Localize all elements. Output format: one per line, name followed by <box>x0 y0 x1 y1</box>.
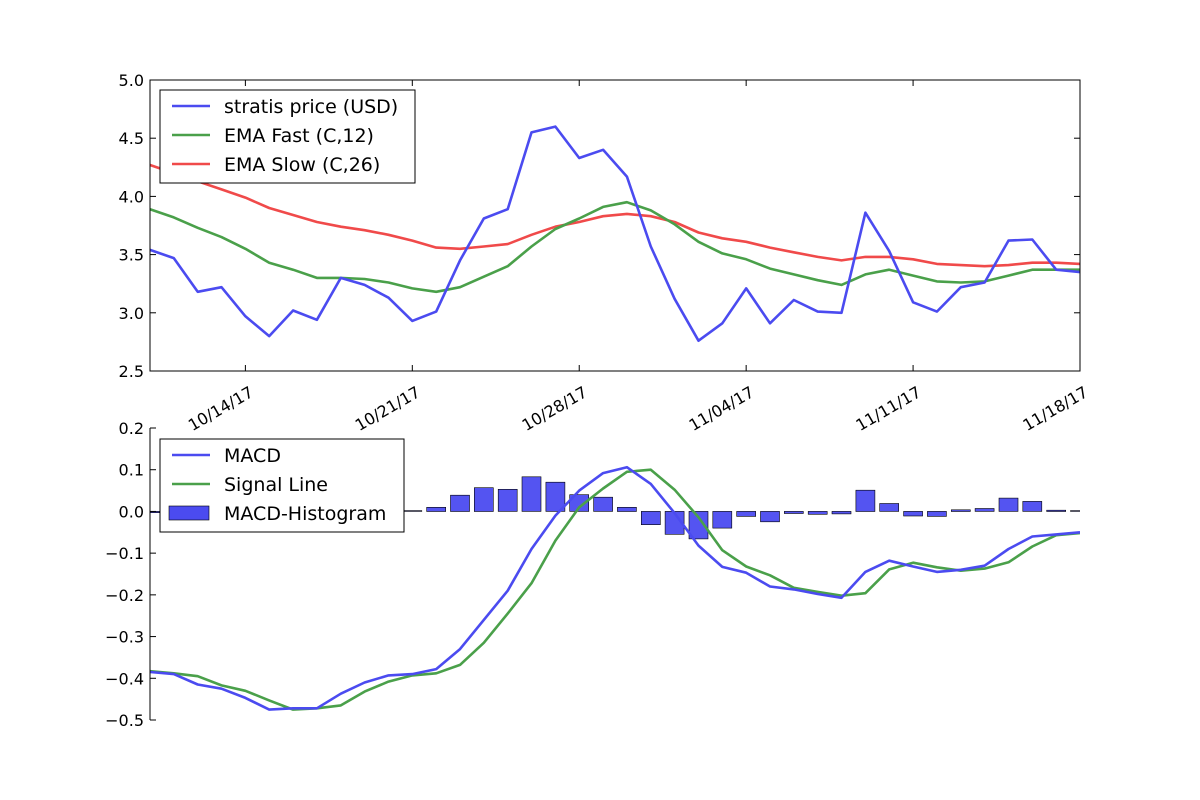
legend-label: EMA Fast (C,12) <box>224 125 374 147</box>
y-tick-label: −0.1 <box>105 544 144 563</box>
legend-label: Signal Line <box>224 474 328 496</box>
histogram-bar <box>426 506 447 512</box>
histogram-bar <box>712 511 733 529</box>
histogram-bar <box>998 497 1019 512</box>
histogram-bar <box>402 510 423 512</box>
macd-legend: MACD Signal Line MACD-Histogram <box>159 438 405 533</box>
histogram-bar <box>450 494 470 512</box>
legend-label: stratis price (USD) <box>224 96 398 118</box>
histogram-bar <box>974 508 995 512</box>
macd-y-axis: −0.5 −0.4 −0.3 −0.2 −0.1 0.0 0.1 0.2 <box>105 419 156 730</box>
y-tick-label: 5.0 <box>119 71 144 90</box>
y-tick-label: 0.1 <box>119 461 144 480</box>
histogram-bar <box>903 511 923 517</box>
price-axes-frame <box>149 79 1081 372</box>
y-tick-label: −0.3 <box>105 628 144 647</box>
histogram-bar <box>545 481 566 512</box>
histogram-bar <box>593 496 613 512</box>
histogram-bar <box>1022 501 1043 512</box>
histogram-bar <box>879 503 900 512</box>
price-ema-series <box>150 125 1080 343</box>
y-tick-label: −0.2 <box>105 586 144 605</box>
y-tick-label: 4.5 <box>119 129 144 148</box>
histogram-bar <box>831 511 852 515</box>
histogram-bar <box>569 494 590 512</box>
histogram-bar <box>497 488 518 512</box>
histogram-bar <box>807 511 828 515</box>
histogram-bar <box>927 511 947 517</box>
legend-label: MACD-Histogram <box>224 503 386 525</box>
y-tick-label: 0.0 <box>119 502 144 521</box>
y-tick-label: −0.4 <box>105 669 144 688</box>
histogram-bar <box>760 511 780 523</box>
histogram-bar <box>521 476 542 512</box>
histogram-bar <box>688 511 709 540</box>
histogram-bar <box>736 511 757 517</box>
series-line-ema-slow-c-26 <box>150 163 1080 268</box>
histogram-bar <box>950 509 971 512</box>
histogram-bar <box>855 489 876 512</box>
y-tick-label: 0.2 <box>119 419 144 438</box>
macd-panel: −0.5 −0.4 −0.3 −0.2 −0.1 0.0 0.1 0.2 MACD Signal… <box>105 419 1080 730</box>
series-line-macd <box>150 465 1080 711</box>
y-tick-label: 3.0 <box>119 304 144 323</box>
series-line-stratis-price-usd <box>150 125 1080 343</box>
price-y-axis: 2.5 3.0 3.5 4.0 4.5 5.0 <box>119 71 1080 381</box>
macd-series <box>150 465 1080 711</box>
legend-swatch <box>168 505 210 521</box>
histogram-bar <box>640 511 661 525</box>
y-tick-label: 2.5 <box>119 362 144 381</box>
histogram-bar <box>783 511 804 514</box>
y-tick-label: 3.5 <box>119 246 144 265</box>
histogram-bar <box>1070 510 1080 512</box>
legend-label: EMA Slow (C,26) <box>224 154 380 176</box>
series-line-ema-fast-c-12 <box>150 200 1080 294</box>
y-tick-label: 4.0 <box>119 187 144 206</box>
histogram-bar <box>473 487 494 512</box>
histogram-bar <box>617 506 637 512</box>
price-legend: stratis price (USD) EMA Fast (C,12) EMA Sl… <box>159 89 416 184</box>
histogram-bar <box>1046 509 1066 512</box>
legend-label: MACD <box>224 445 281 467</box>
y-tick-label: −0.5 <box>105 711 144 730</box>
